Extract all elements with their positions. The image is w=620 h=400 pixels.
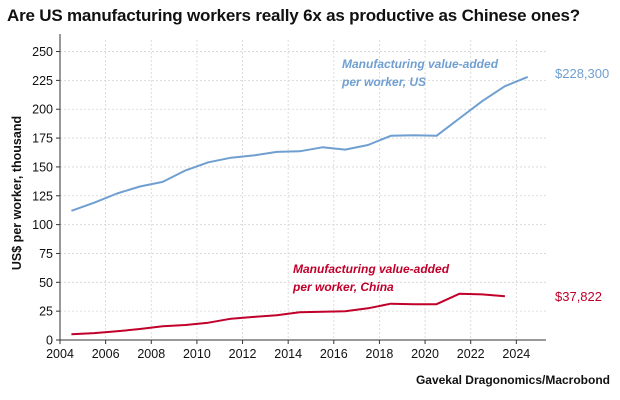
x-tick-label: 2006: [92, 347, 120, 361]
y-tick-label: 50: [39, 276, 53, 290]
chart-labels: Manufacturing value-added per worker, US M…: [292, 57, 609, 304]
series-line-us: [71, 75, 529, 212]
x-tick-label: 2008: [137, 347, 165, 361]
china-series-annotation-line2: per worker, China: [292, 280, 394, 294]
x-tick-label: 2014: [274, 347, 302, 361]
x-tick-label: 2012: [229, 347, 257, 361]
y-tick-label: 0: [46, 334, 53, 348]
gridlines: [60, 40, 546, 340]
x-tick-label: 2010: [183, 347, 211, 361]
y-tick-label: 75: [39, 247, 53, 261]
china-end-value-label: $37,822: [555, 289, 602, 304]
source-credit: Gavekal Dragonomics/Macrobond: [415, 373, 610, 387]
us-series-annotation-line2: per worker, US: [341, 75, 426, 89]
x-tick-label: 2022: [457, 347, 485, 361]
y-tick-label: 200: [32, 103, 53, 117]
y-tick-label: 125: [32, 189, 53, 203]
china-series-annotation-line1: Manufacturing value-added: [293, 262, 450, 276]
axes: 0 25 50 75 100 125 150 175 200 225 250 2004 2006 2008…: [10, 34, 546, 361]
y-axis-label: US$ per worker, thousand: [10, 116, 24, 270]
y-tick-label: 250: [32, 45, 53, 59]
us-end-value-label: $228,300: [555, 66, 609, 81]
x-tick-label: 2016: [320, 347, 348, 361]
y-tick-label: 25: [39, 305, 53, 319]
y-tick-label: 100: [32, 218, 53, 232]
x-tick-label: 2004: [46, 347, 74, 361]
series-lines: [71, 75, 529, 336]
chart-title: Are US manufacturing workers really 6x a…: [7, 6, 580, 25]
us-series-annotation-line1: Manufacturing value-added: [342, 57, 499, 71]
x-tick-label: 2024: [502, 347, 530, 361]
y-tick-label: 150: [32, 160, 53, 174]
x-tick-label: 2018: [366, 347, 394, 361]
y-tick-label: 175: [32, 132, 53, 146]
y-tick-label: 225: [32, 74, 53, 88]
series-line-china: [71, 292, 505, 336]
x-tick-label: 2020: [411, 347, 439, 361]
